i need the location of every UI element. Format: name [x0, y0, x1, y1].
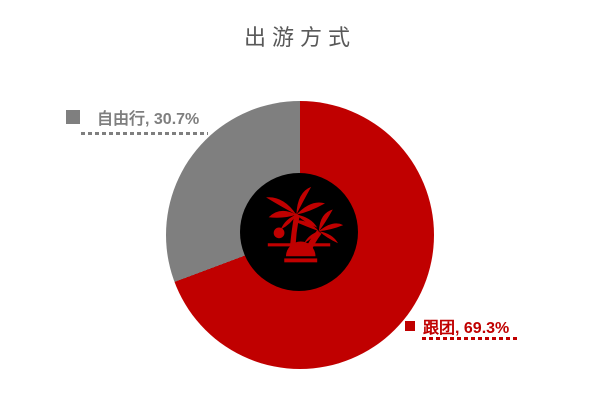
center-icon-badge	[240, 173, 358, 291]
chart-title: 出游方式	[243, 25, 356, 50]
label-group-text: 跟团, 69.3%	[423, 320, 510, 337]
legend-marker-independent	[66, 110, 80, 124]
underline-independent	[81, 132, 208, 135]
palm-island-icon	[266, 186, 344, 263]
label-independent-text: 自由行, 30.7%	[97, 111, 200, 128]
label-independent-travel: 自由行, 30.7%	[66, 105, 199, 129]
legend-marker-group	[405, 321, 415, 331]
label-group-tour: 跟团, 69.3%	[405, 314, 509, 338]
underline-group	[422, 337, 519, 340]
